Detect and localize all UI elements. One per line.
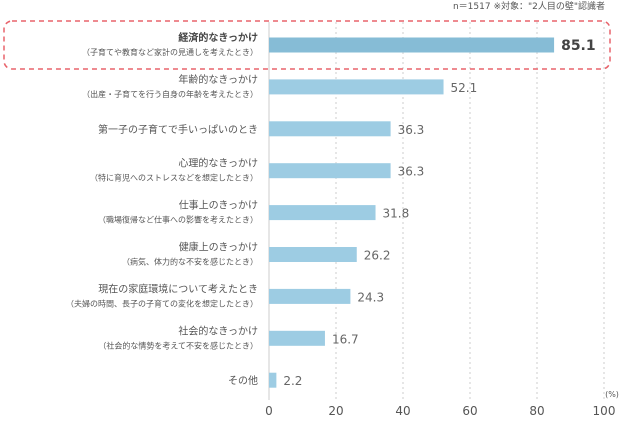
- value-label: 2.2: [283, 374, 302, 388]
- category-label: 経済的なきっかけ: [178, 31, 258, 44]
- category-sublabel: （特に育児へのストレスなどを想定したとき）: [90, 173, 258, 183]
- value-label: 31.8: [383, 207, 410, 221]
- category-label: 第一子の子育てで手いっぱいのとき: [98, 123, 258, 136]
- value-label: 52.1: [451, 81, 478, 95]
- x-tick-label: 40: [395, 404, 410, 418]
- value-label: 24.3: [357, 290, 384, 304]
- bar: [269, 288, 351, 304]
- category-label: 仕事上のきっかけ: [179, 199, 258, 212]
- category-label: 社会的なきっかけ: [178, 324, 258, 337]
- category-sublabel: （出産・子育てを行う自身の年齢を考えたとき）: [82, 89, 258, 99]
- bar: [269, 205, 376, 221]
- sample-note: n＝1517 ※対象："2人目の壁"認識者: [453, 0, 605, 12]
- value-label: 36.3: [398, 123, 425, 137]
- category-sublabel: （職場復帰など仕事への影響を考えたとき）: [98, 215, 258, 225]
- category-sublabel: （病気、体力的な不安を感じたとき）: [122, 257, 258, 267]
- category-sublabel: （子育てや教育など家計の見通しを考えたとき）: [82, 47, 258, 57]
- unit-label: (%): [605, 390, 619, 399]
- bar: [269, 247, 357, 262]
- bar: [269, 372, 277, 388]
- x-tick-label: 100: [593, 404, 616, 418]
- bar: [269, 79, 444, 95]
- category-label: 現在の家庭環境について考えたとき: [98, 282, 258, 295]
- category-sublabel: （社会的な情勢を考えて不安を感じたとき）: [98, 340, 258, 350]
- category-sublabel: （夫婦の時間、長子の子育ての変化を想定したとき）: [66, 298, 258, 308]
- x-tick-label: 60: [462, 404, 477, 418]
- value-label: 16.7: [332, 332, 359, 346]
- bar: [269, 163, 391, 179]
- x-tick-label: 80: [529, 404, 544, 418]
- category-label: 年齢的なきっかけ: [178, 73, 258, 86]
- bar: [269, 121, 391, 137]
- category-label: 健康上のきっかけ: [179, 241, 258, 254]
- value-label: 26.2: [364, 249, 391, 263]
- category-label: その他: [228, 374, 258, 387]
- value-label: 36.3: [398, 165, 425, 179]
- bar: [269, 330, 325, 346]
- value-label: 85.1: [561, 38, 596, 54]
- x-tick-label: 0: [265, 404, 273, 418]
- bar: [269, 37, 555, 53]
- x-tick-label: 20: [328, 404, 343, 418]
- category-label: 心理的なきっかけ: [178, 157, 258, 170]
